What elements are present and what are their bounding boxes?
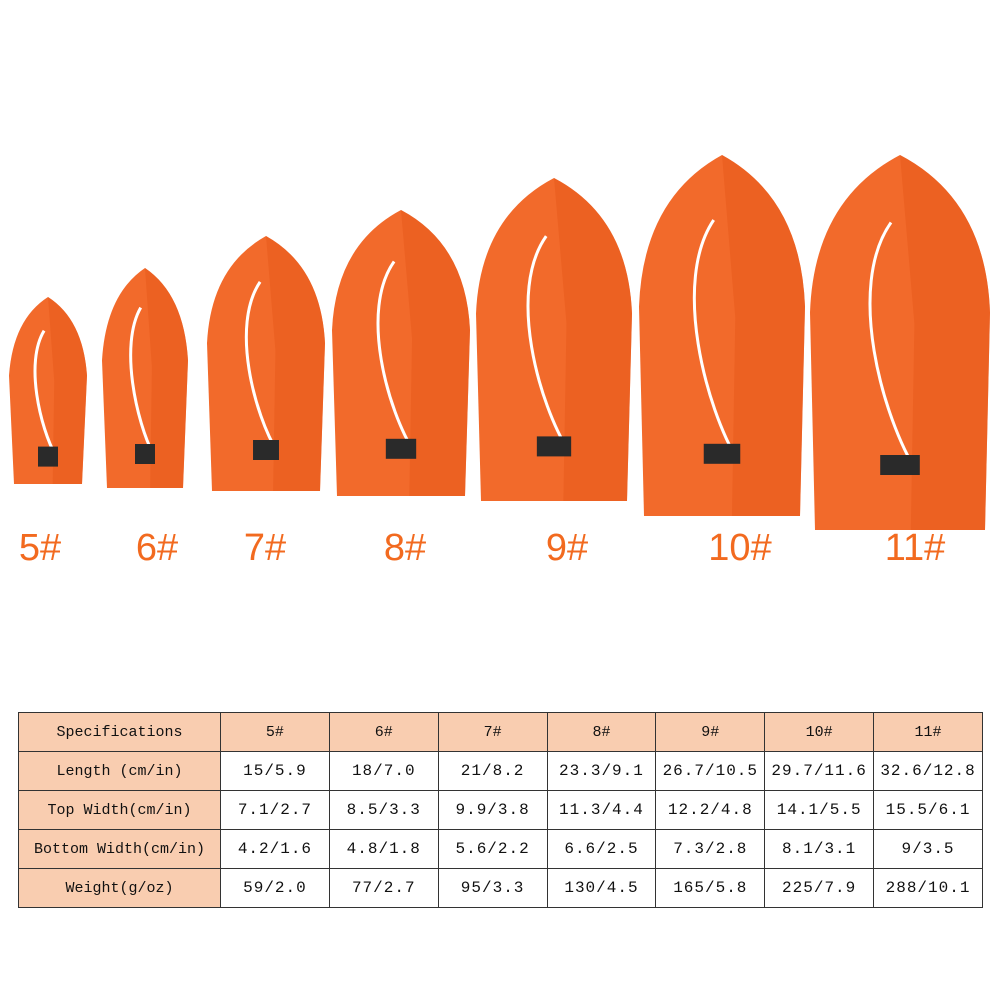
header-cell: 6# bbox=[328, 712, 439, 752]
boat bbox=[810, 155, 990, 530]
header-cell: 5# bbox=[220, 712, 330, 752]
boat-clip bbox=[253, 440, 279, 460]
boat-clip bbox=[385, 438, 417, 459]
size-label: 11# bbox=[885, 527, 946, 569]
boat-shade bbox=[145, 268, 188, 488]
row-label: Top Width(cm/in) bbox=[18, 790, 221, 830]
table-cell: 12.2/4.8 bbox=[655, 790, 766, 830]
boat bbox=[102, 268, 188, 488]
header-cell: Specifications bbox=[18, 712, 221, 752]
row-label: Bottom Width(cm/in) bbox=[18, 829, 221, 869]
table-cell: 9/3.5 bbox=[873, 829, 983, 869]
table-cell: 26.7/10.5 bbox=[655, 751, 766, 791]
boat bbox=[639, 155, 805, 516]
size-label: 6# bbox=[136, 527, 178, 569]
table-cell: 8.5/3.3 bbox=[328, 790, 439, 830]
row-label: Length (cm/in) bbox=[18, 751, 221, 791]
size-label: 10# bbox=[708, 527, 771, 569]
boat-string bbox=[33, 329, 58, 457]
table-cell: 14.1/5.5 bbox=[764, 790, 875, 830]
boat-shade bbox=[266, 236, 325, 491]
table-cell: 32.6/12.8 bbox=[873, 751, 983, 791]
table-cell: 288/10.1 bbox=[873, 868, 983, 908]
boat-shade bbox=[722, 155, 805, 516]
boat-string bbox=[244, 281, 280, 454]
boat bbox=[332, 210, 470, 496]
table-cell: 7.1/2.7 bbox=[220, 790, 330, 830]
header-cell: 7# bbox=[437, 712, 548, 752]
boat-string bbox=[129, 306, 155, 456]
boat bbox=[476, 178, 632, 501]
boat-shade bbox=[554, 178, 632, 501]
table-row: Bottom Width(cm/in) 4.2/1.6 4.8/1.8 5.6/2.2… bbox=[18, 829, 983, 869]
row-label: Weight(g/oz) bbox=[18, 868, 221, 908]
boat-string bbox=[868, 221, 920, 475]
table-cell: 77/2.7 bbox=[328, 868, 439, 908]
size-label: 9# bbox=[546, 527, 588, 569]
size-label: 7# bbox=[244, 527, 286, 569]
table-cell: 130/4.5 bbox=[546, 868, 657, 908]
boat-string bbox=[692, 219, 740, 463]
header-cell: 10# bbox=[764, 712, 875, 752]
table-cell: 23.3/9.1 bbox=[546, 751, 657, 791]
boat-clip bbox=[536, 436, 572, 457]
boat-string bbox=[526, 235, 571, 454]
header-cell: 8# bbox=[546, 712, 657, 752]
table-cell: 225/7.9 bbox=[764, 868, 875, 908]
table-cell: 21/8.2 bbox=[437, 751, 548, 791]
table-cell: 165/5.8 bbox=[655, 868, 766, 908]
table-cell: 4.2/1.6 bbox=[220, 829, 330, 869]
table-body: Length (cm/in) 15/5.9 18/7.0 21/8.2 23.3/9.1… bbox=[18, 751, 983, 908]
boat-shade bbox=[900, 155, 990, 530]
size-label: 8# bbox=[384, 527, 426, 569]
boat-shade bbox=[401, 210, 470, 496]
boat-clip bbox=[880, 455, 920, 475]
table-cell: 5.6/2.2 bbox=[437, 829, 548, 869]
header-row: Specifications 5# 6# 7# 8# 9# 10# 11# bbox=[18, 712, 983, 752]
boat-clip bbox=[135, 444, 155, 464]
boat bbox=[207, 236, 325, 491]
table-cell: 15/5.9 bbox=[220, 751, 330, 791]
spec-table: Specifications 5# 6# 7# 8# 9# 10# 11# Length (c… bbox=[18, 712, 983, 908]
table-row: Weight(g/oz) 59/2.0 77/2.7 95/3.3 130/4.5 165… bbox=[18, 868, 983, 908]
table-cell: 7.3/2.8 bbox=[655, 829, 766, 869]
table-cell: 15.5/6.1 bbox=[873, 790, 983, 830]
table-cell: 29.7/11.6 bbox=[764, 751, 875, 791]
boat-string bbox=[376, 260, 417, 454]
header-cell: 9# bbox=[655, 712, 766, 752]
table-cell: 4.8/1.8 bbox=[328, 829, 439, 869]
boat-shade bbox=[48, 297, 87, 484]
table-row: Top Width(cm/in) 7.1/2.7 8.5/3.3 9.9/3.8 11.… bbox=[18, 790, 983, 830]
header-cell: 11# bbox=[873, 712, 983, 752]
boat bbox=[9, 297, 87, 484]
boat-clip bbox=[703, 443, 741, 464]
table-cell: 11.3/4.4 bbox=[546, 790, 657, 830]
table-cell: 59/2.0 bbox=[220, 868, 330, 908]
table-cell: 6.6/2.5 bbox=[546, 829, 657, 869]
table-row: Length (cm/in) 15/5.9 18/7.0 21/8.2 23.3/9.1… bbox=[18, 751, 983, 791]
table-cell: 8.1/3.1 bbox=[764, 829, 875, 869]
boat-clip bbox=[38, 446, 58, 467]
table-cell: 18/7.0 bbox=[328, 751, 439, 791]
boat-photos: 5# 6# 7# 8# 9# 10# 11# bbox=[9, 155, 990, 569]
size-label: 5# bbox=[19, 527, 61, 569]
table-cell: 9.9/3.8 bbox=[437, 790, 548, 830]
table-cell: 95/3.3 bbox=[437, 868, 548, 908]
